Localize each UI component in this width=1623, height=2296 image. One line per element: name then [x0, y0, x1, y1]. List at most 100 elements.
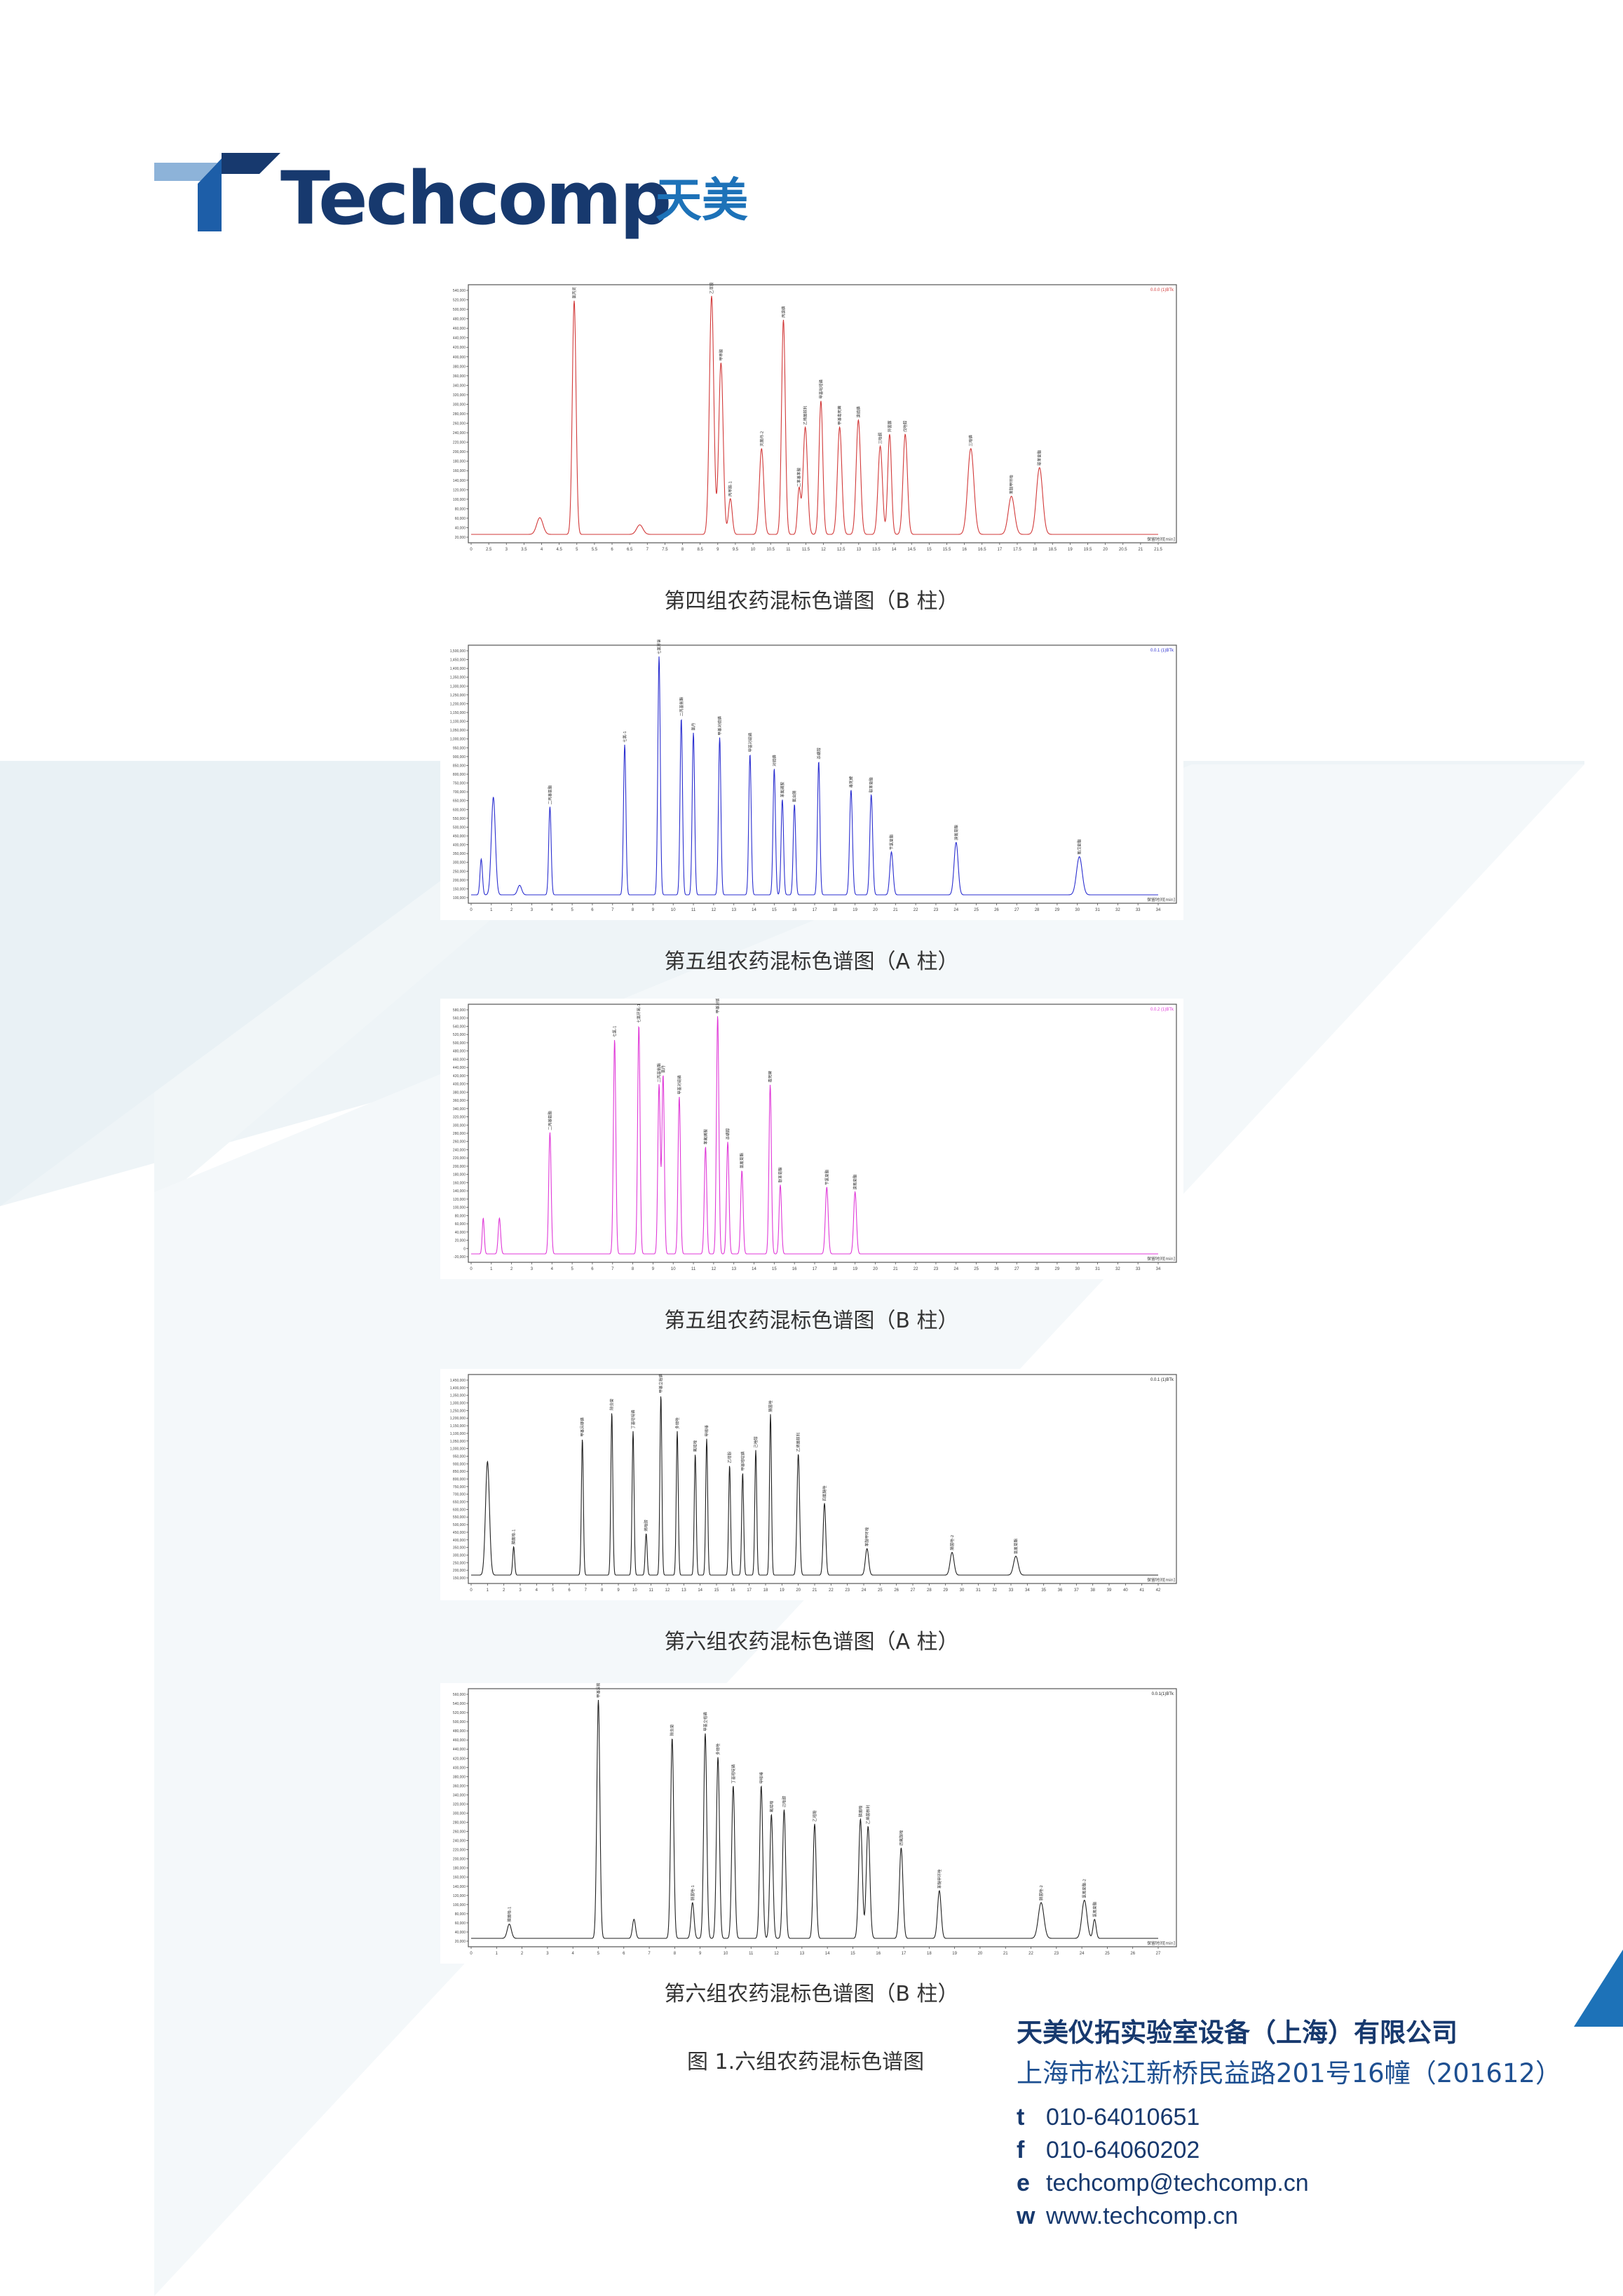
x-tick-label: 34 [1025, 1588, 1030, 1593]
x-tick-label: 5 [571, 908, 573, 912]
x-tick-label: 11 [691, 908, 696, 912]
contact-website: w www.techcomp.cn [1017, 2203, 1238, 2229]
y-tick-label: 560,000 [453, 1693, 466, 1697]
y-tick-label: 500,000 [453, 1523, 466, 1527]
y-tick-label: 160,000 [453, 469, 466, 473]
techcomp-logo-icon [154, 153, 280, 231]
x-tick-label: 0 [470, 908, 473, 912]
x-tick-label: 4 [551, 908, 554, 912]
x-axis-unit: 保留时间[min] [1147, 897, 1175, 903]
x-axis-unit: 保留时间[min] [1147, 536, 1175, 542]
x-tick-label: 3 [505, 548, 508, 552]
contact-fax: f 010-64060202 [1017, 2137, 1200, 2163]
y-tick-label: 900,000 [453, 1462, 466, 1466]
x-tick-label: 3 [519, 1588, 522, 1593]
y-tick-label: 1,300,000 [450, 1402, 466, 1406]
x-tick-label: 12 [712, 1267, 717, 1271]
x-tick-label: 13 [800, 1952, 805, 1956]
plot-frame [468, 284, 1177, 543]
y-tick-label: 180,000 [453, 1867, 466, 1871]
y-tick-label: 40,000 [455, 1931, 466, 1935]
peak-label: 己唑醇 [753, 1436, 759, 1448]
peak-label: 腈菌唑-2 [1038, 1885, 1044, 1900]
x-tick-label: 7 [648, 1952, 651, 1956]
x-tick-label: 21 [893, 1267, 898, 1271]
x-tick-label: 31 [976, 1588, 981, 1593]
x-tick-label: 19 [780, 1588, 785, 1593]
x-tick-label: 20 [873, 1267, 878, 1271]
legend-entry: 0.0.1 (1)BTk [1150, 1378, 1174, 1382]
peak-label: 三唑酮 [878, 432, 883, 444]
y-tick-label: 1,100,000 [450, 1432, 466, 1436]
email-link[interactable]: techcomp@techcomp.cn [1046, 2170, 1309, 2196]
y-tick-label: 450,000 [453, 1531, 466, 1535]
x-tick-label: 25 [878, 1588, 883, 1593]
x-tick-label: 9 [699, 1952, 702, 1956]
y-tick-label: 160,000 [453, 1181, 466, 1185]
x-tick-label: 31 [1095, 908, 1100, 912]
x-tick-label: 15 [772, 908, 777, 912]
x-tick-label: 0 [470, 1588, 473, 1593]
chart-group6-column-b: 560,000 540,000 520,000 500,000 480,000 460,0… [440, 1683, 1183, 1964]
x-tick-label: 14 [825, 1952, 830, 1956]
x-tick-label: 23 [845, 1588, 850, 1593]
peak-label: 三唑磷 [968, 435, 974, 447]
x-tick-label: 19 [853, 908, 857, 912]
y-tick-label: 1,400,000 [450, 667, 466, 671]
y-tick-label: 1,050,000 [450, 729, 466, 733]
x-tick-label: 9 [717, 548, 719, 552]
peak-label: 苄氯菊酯 [824, 1169, 829, 1185]
x-tick-label: 19.5 [1084, 548, 1092, 552]
chart-group5-column-b: 580,000 560,000 540,000 520,000 500,000 480,0… [440, 999, 1183, 1279]
y-tick-label: 140,000 [453, 1189, 466, 1194]
x-tick-label: 7 [646, 548, 649, 552]
x-tick-label: 15 [772, 1267, 777, 1271]
y-tick-label: 1,100,000 [450, 720, 466, 724]
y-tick-label: 400,000 [453, 356, 466, 360]
y-tick-label: 1,500,000 [450, 649, 466, 654]
x-tick-label: 29 [1055, 1267, 1060, 1271]
y-tick-label: 80,000 [455, 507, 466, 511]
y-tick-label: 0 [463, 1247, 466, 1251]
chart-group6-column-a: 1,450,000 1,400,000 1,350,000 1,300,000 1,25… [440, 1369, 1183, 1600]
x-tick-label: 2.5 [486, 548, 492, 552]
peak-label: 丙溴磷 [780, 306, 786, 318]
peak-label: 甲基对硫磷 [747, 732, 753, 752]
y-tick-label: 200,000 [453, 1165, 466, 1169]
peak-label: 氯丙灵 [571, 287, 577, 299]
y-tick-label: 1,450,000 [450, 659, 466, 663]
y-tick-label: 100,000 [453, 896, 466, 900]
x-tick-label: 6 [568, 1588, 571, 1593]
x-tick-label: 19 [853, 1267, 857, 1271]
peak-label: 毒死蜱 [848, 776, 854, 788]
peak-label: 甲基异柳磷 [595, 1683, 601, 1698]
x-tick-label: 26 [1130, 1952, 1135, 1956]
x-tick-label: 15.5 [943, 548, 951, 552]
x-tick-label: 27 [911, 1588, 916, 1593]
x-tick-label: 20.5 [1119, 548, 1127, 552]
y-tick-label: 80,000 [455, 1214, 466, 1218]
y-tick-label: 380,000 [453, 1775, 466, 1779]
x-tick-label: 25 [974, 1267, 979, 1271]
peak-label: 甲草胺 [718, 349, 724, 360]
peak-label: 甲基毒死蜱 [837, 405, 843, 425]
peak-label: 氯丹 [660, 1065, 666, 1073]
x-tick-label: 21 [1139, 548, 1143, 552]
x-tick-label: 38 [1090, 1588, 1095, 1593]
y-tick-label: 300,000 [453, 1811, 466, 1816]
peak-label: 联苯菊酯 [777, 1167, 783, 1183]
peak-label: 氯氰菊酯 [1092, 1901, 1097, 1917]
peak-label: 苯氟磺胺 [702, 1128, 708, 1144]
x-tick-label: 11 [649, 1588, 654, 1593]
y-tick-label: 320,000 [453, 393, 466, 398]
peak-label: 甲基对硫磷 [717, 716, 723, 736]
x-tick-label: 20 [1103, 548, 1108, 552]
peak-label: 甲基立枯磷 [658, 1373, 664, 1393]
website-link[interactable]: www.techcomp.cn [1046, 2203, 1238, 2229]
y-tick-label: 380,000 [453, 365, 466, 369]
peak-label: 腈菌唑 [768, 1400, 773, 1412]
x-tick-label: 20 [796, 1588, 801, 1593]
peak-label: 腈菌唑-2 [949, 1535, 955, 1551]
y-tick-label: 240,000 [453, 1148, 466, 1152]
y-tick-label: 220,000 [453, 441, 466, 445]
